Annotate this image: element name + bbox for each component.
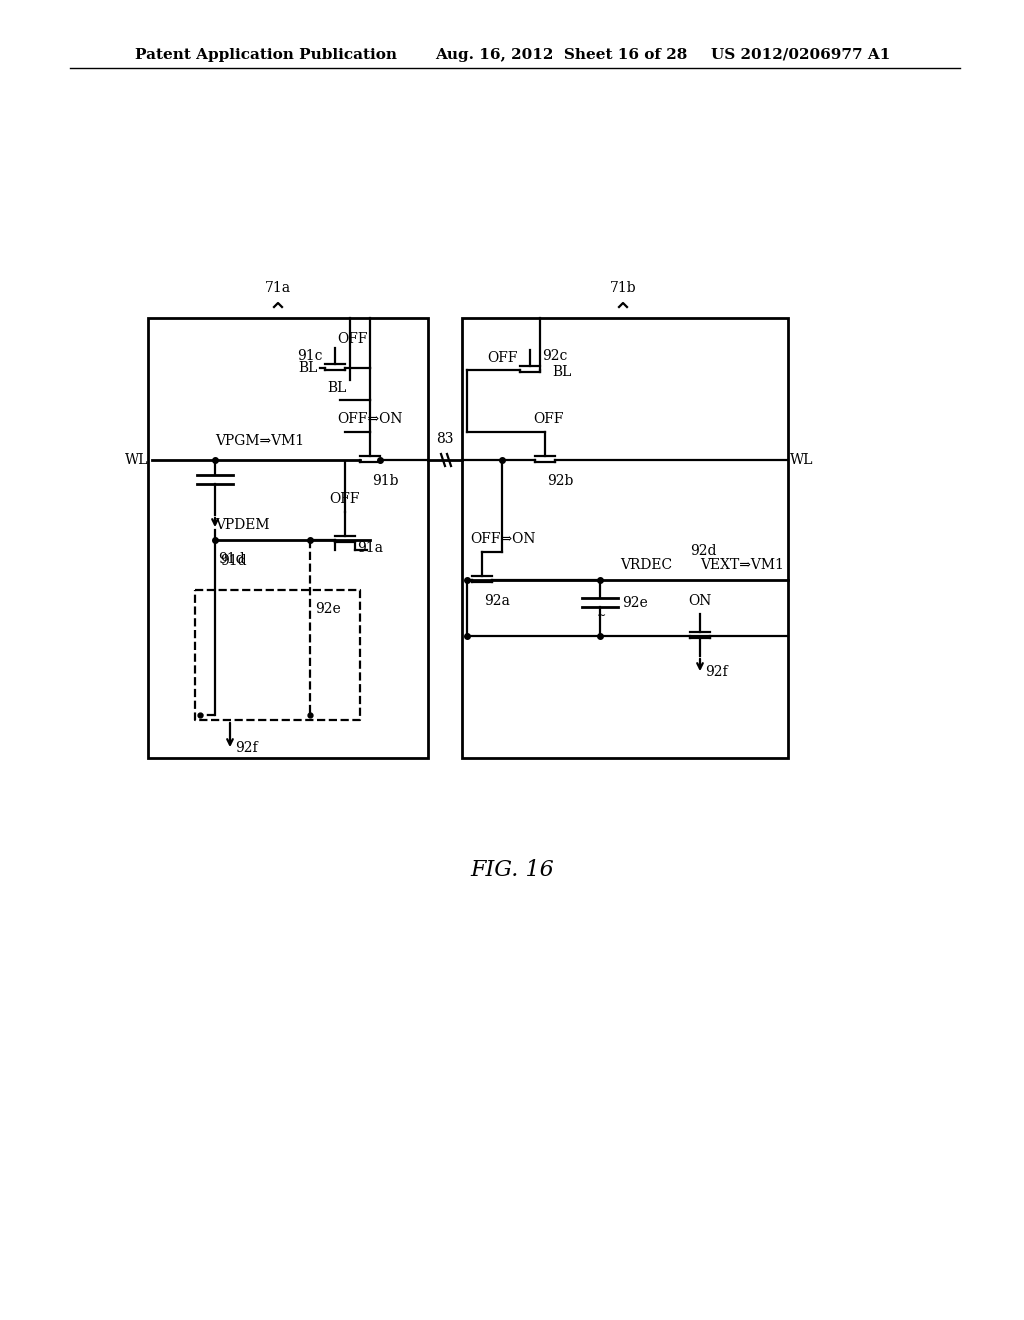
Bar	[462, 318, 788, 758]
Text: VEXT⇒VM1: VEXT⇒VM1	[700, 558, 784, 572]
Text: VPGM⇒VM1: VPGM⇒VM1	[215, 434, 304, 447]
Text: FIG. 16: FIG. 16	[470, 859, 554, 880]
Text: OFF⇒ON: OFF⇒ON	[337, 412, 402, 426]
Text: 92e: 92e	[622, 597, 648, 610]
Text: 83: 83	[436, 432, 454, 446]
Text: ON: ON	[688, 594, 712, 609]
Text: US 2012/0206977 A1: US 2012/0206977 A1	[711, 48, 890, 62]
Text: 91c: 91c	[298, 348, 323, 363]
Text: 92e: 92e	[315, 602, 341, 616]
Text: OFF: OFF	[534, 412, 563, 426]
Text: 92f: 92f	[705, 665, 728, 678]
Text: WL: WL	[125, 453, 148, 467]
Text: 71a: 71a	[265, 281, 291, 294]
Text: BL: BL	[328, 381, 347, 395]
Text: Patent Application Publication: Patent Application Publication	[135, 48, 397, 62]
Text: OFF: OFF	[330, 492, 360, 506]
Text: 91d: 91d	[220, 554, 247, 568]
Text: 92f: 92f	[234, 741, 258, 755]
Text: WL: WL	[790, 453, 813, 467]
Text: 91d: 91d	[218, 552, 245, 566]
Text: 71b: 71b	[609, 281, 636, 294]
Text: 91b: 91b	[372, 474, 398, 488]
Text: OFF: OFF	[337, 333, 368, 346]
Text: VPDEM: VPDEM	[215, 517, 269, 532]
Text: OFF: OFF	[487, 351, 518, 366]
Text: 92d: 92d	[690, 544, 717, 558]
Bar	[148, 318, 428, 758]
Text: 91a: 91a	[357, 541, 383, 554]
Text: Aug. 16, 2012  Sheet 16 of 28: Aug. 16, 2012 Sheet 16 of 28	[435, 48, 687, 62]
Text: BL: BL	[552, 366, 571, 379]
Text: BL: BL	[299, 360, 318, 375]
Text: OFF⇒ON: OFF⇒ON	[470, 532, 536, 546]
Text: 92b: 92b	[547, 474, 573, 488]
Text: ~: ~	[597, 611, 606, 620]
Text: VRDEC: VRDEC	[620, 558, 672, 572]
Text: 92a: 92a	[484, 594, 510, 609]
Text: 92c: 92c	[542, 348, 567, 363]
